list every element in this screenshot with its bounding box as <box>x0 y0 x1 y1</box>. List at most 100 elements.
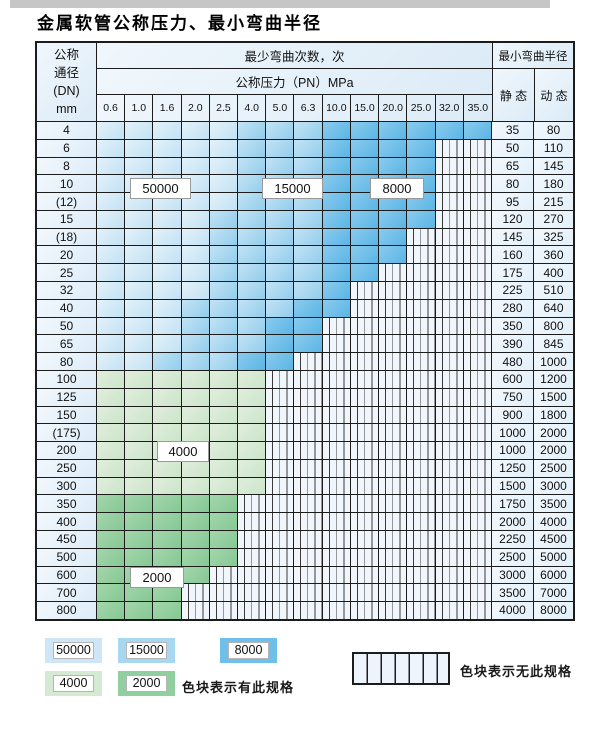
no-spec-cell <box>463 282 492 299</box>
spec-cells <box>97 477 492 495</box>
no-spec-cell <box>238 530 267 548</box>
no-spec-cell <box>350 370 380 388</box>
no-spec-cell <box>322 424 351 442</box>
no-spec-cell <box>435 513 464 530</box>
spec-cell-8000 <box>322 282 351 299</box>
spec-cell-8000 <box>294 335 323 353</box>
spec-cell-4000 <box>125 370 154 388</box>
spec-cell-8000 <box>322 157 351 175</box>
no-spec-cell <box>379 495 408 513</box>
table-row: 150 900 1800 <box>37 406 573 425</box>
pressure-tick: 15.0 <box>351 95 380 121</box>
spec-cell-8000 <box>407 157 436 175</box>
spec-cell-50000 <box>125 210 154 228</box>
spec-cells <box>97 264 492 282</box>
spec-cell-50000 <box>209 157 239 175</box>
spec-cell-15000 <box>238 299 267 317</box>
spec-cell-15000 <box>238 317 267 335</box>
spec-cell-50000 <box>97 282 126 299</box>
no-spec-cell <box>266 513 295 530</box>
radius-subheaders: 静 态 动 态 <box>493 69 573 121</box>
pressure-tick: 6.3 <box>294 95 323 121</box>
spec-cells <box>97 495 492 513</box>
dn-label: 25 <box>37 264 97 282</box>
static-radius-value: 120 <box>492 210 534 228</box>
spec-cell-2000 <box>153 495 182 513</box>
dn-label: 200 <box>37 442 97 459</box>
no-spec-cell <box>407 495 436 513</box>
no-spec-cell <box>266 442 295 459</box>
pressure-tick: 4.0 <box>238 95 267 121</box>
legend-swatch-value: 15000 <box>126 642 167 659</box>
spec-cell-50000 <box>153 335 182 353</box>
no-spec-cell <box>294 584 323 602</box>
spec-cell-15000 <box>294 210 323 228</box>
dn-label: 50 <box>37 317 97 335</box>
dynamic-radius-value: 845 <box>534 335 573 353</box>
spec-cell-15000 <box>238 139 267 157</box>
spec-cell-15000 <box>294 246 323 264</box>
spec-cell-15000 <box>294 282 323 299</box>
radius-header-block: 最小弯曲半径 静 态 动 态 <box>492 43 573 121</box>
table-row: 400 2000 4000 <box>37 513 573 531</box>
table-row: 40 280 640 <box>37 299 573 318</box>
table-row: 25 175 400 <box>37 264 573 283</box>
dynamic-radius-value: 80 <box>534 122 573 139</box>
no-spec-cell <box>209 566 239 584</box>
dn-label: (12) <box>37 193 97 210</box>
nominal-pressure-header: 公称压力（PN）MPa <box>97 69 492 95</box>
dn-label: 10 <box>37 175 97 193</box>
table-row: (18) 145 325 <box>37 228 573 247</box>
spec-cells <box>97 299 492 317</box>
spec-cell-2000 <box>125 602 154 619</box>
spec-cell-15000 <box>181 335 210 353</box>
spec-cell-50000 <box>97 193 126 210</box>
no-spec-cell <box>238 584 267 602</box>
table-row: 65 390 845 <box>37 335 573 354</box>
no-spec-cell <box>407 246 436 264</box>
pressure-tick: 1.6 <box>153 95 182 121</box>
no-spec-cell <box>322 548 351 566</box>
no-spec-cell <box>435 602 464 619</box>
spec-cells <box>97 530 492 548</box>
spec-cell-4000 <box>153 388 182 406</box>
no-spec-cell <box>407 424 436 442</box>
no-spec-cell <box>435 353 464 370</box>
no-spec-cell <box>435 530 464 548</box>
legend-swatch-value: 2000 <box>126 675 167 692</box>
no-spec-cell <box>463 264 492 282</box>
no-spec-cell <box>407 602 436 619</box>
pressure-tick: 25.0 <box>407 95 436 121</box>
spec-cell-2000 <box>125 548 154 566</box>
pressure-tick: 2.0 <box>182 95 210 121</box>
no-spec-cell <box>407 388 436 406</box>
no-spec-cell <box>379 299 408 317</box>
spec-cell-50000 <box>125 122 154 139</box>
no-spec-cell <box>181 584 210 602</box>
no-spec-cell <box>379 264 408 282</box>
static-radius-value: 750 <box>492 388 534 406</box>
min-bend-cycles-header: 最少弯曲次数，次 <box>97 43 492 69</box>
no-spec-cell <box>435 495 464 513</box>
no-spec-cell <box>463 175 492 193</box>
no-spec-cell <box>266 388 295 406</box>
spec-cell-2000 <box>181 513 210 530</box>
spec-cell-8000 <box>463 122 492 139</box>
no-spec-cell <box>322 530 351 548</box>
no-spec-cell <box>322 602 351 619</box>
static-radius-value: 50 <box>492 139 534 157</box>
no-spec-cell <box>266 424 295 442</box>
dn-label: 700 <box>37 584 97 602</box>
spec-cell-4000 <box>209 388 239 406</box>
no-spec-cell <box>435 317 464 335</box>
spec-cell-4000 <box>181 406 210 424</box>
no-spec-cell <box>294 477 323 495</box>
spec-cell-8000 <box>379 210 408 228</box>
no-spec-cell <box>435 299 464 317</box>
spec-cell-4000 <box>238 459 267 477</box>
spec-cell-8000 <box>322 139 351 157</box>
dn-label: 8 <box>37 157 97 175</box>
spec-cell-15000 <box>294 157 323 175</box>
dn-label: 20 <box>37 246 97 264</box>
